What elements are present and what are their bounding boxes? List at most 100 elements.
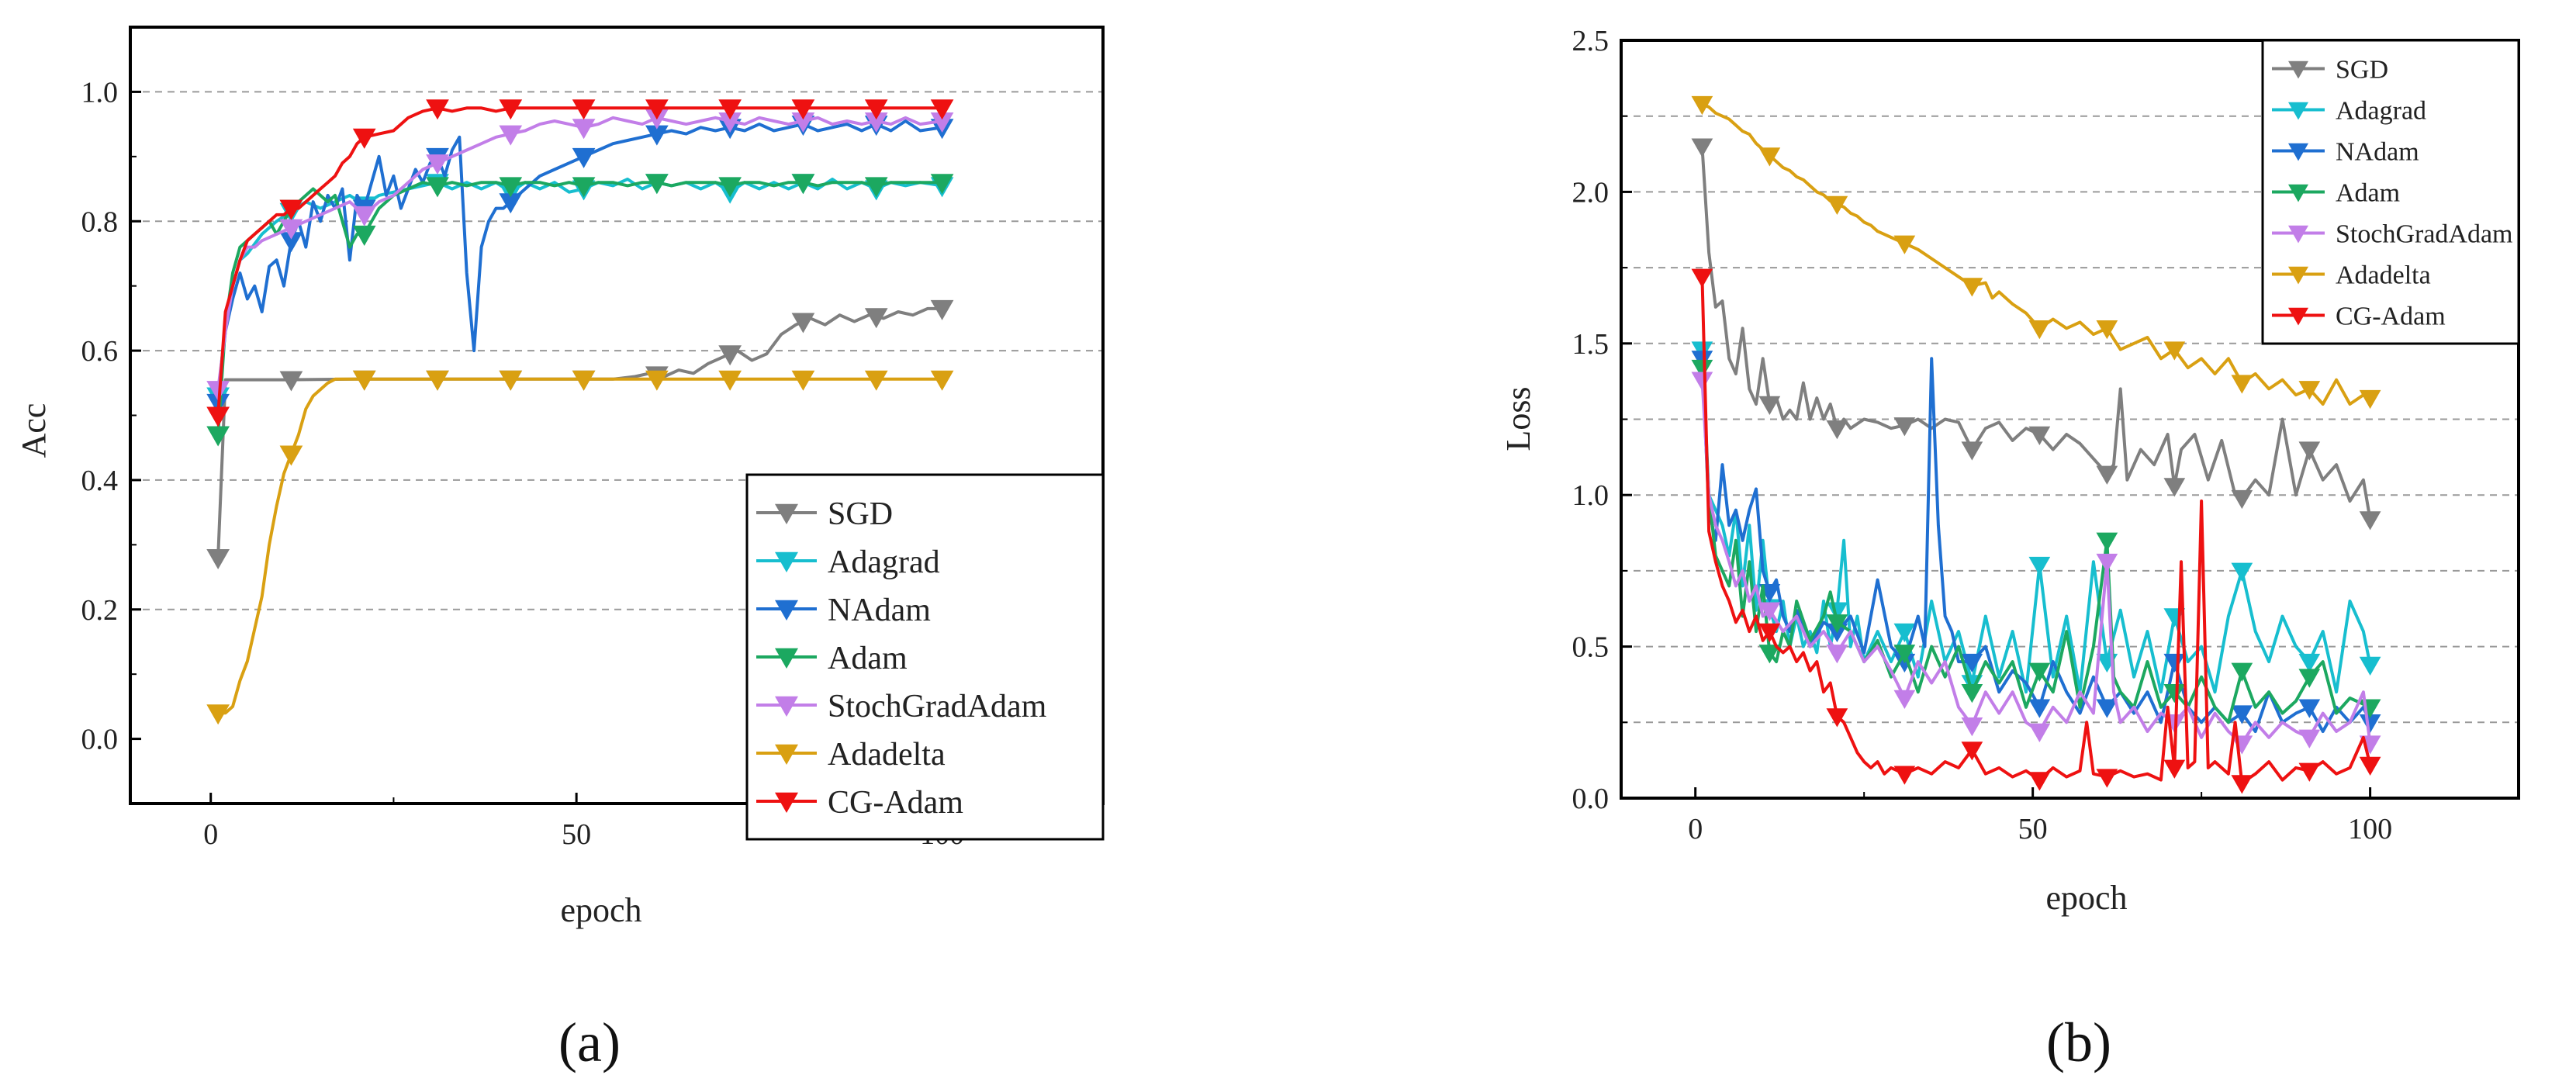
accuracy-legend-item-nadam: NAdam bbox=[756, 593, 931, 628]
loss-marker-adadelta bbox=[1961, 278, 1983, 297]
loss-marker-adam bbox=[2028, 662, 2051, 682]
loss-marker-nadam bbox=[2096, 699, 2118, 718]
accuracy-x-tick-label: 0 bbox=[203, 818, 218, 851]
loss-legend-label: SGD bbox=[2336, 56, 2388, 85]
loss-y-tick-label: 1.5 bbox=[1572, 328, 1610, 361]
accuracy-marker-sgd bbox=[718, 345, 742, 366]
accuracy-series bbox=[206, 99, 954, 725]
accuracy-legend-marker bbox=[775, 792, 798, 813]
loss-y-tick-label: 2.0 bbox=[1572, 176, 1610, 209]
loss-x-tick-label: 50 bbox=[2018, 813, 2048, 845]
panel-label-b: (b) bbox=[2046, 1011, 2111, 1073]
accuracy-marker-cg-adam bbox=[206, 406, 230, 427]
accuracy-marker-stochgradadam bbox=[499, 125, 523, 146]
accuracy-marker-cg-adam bbox=[426, 99, 449, 120]
loss-legend-label: NAdam bbox=[2336, 138, 2419, 167]
accuracy-y-tick-label: 0.0 bbox=[81, 724, 119, 756]
accuracy-series-adadelta bbox=[206, 370, 954, 725]
loss-x-tick-label: 100 bbox=[2348, 813, 2392, 845]
accuracy-y-tick-label: 1.0 bbox=[81, 76, 119, 109]
loss-marker-adagrad bbox=[2231, 562, 2253, 582]
loss-marker-sgd bbox=[2231, 489, 2253, 510]
accuracy-legend: SGD Adagrad NAdam Adam StochGradAdam Adadelta… bbox=[745, 473, 1105, 841]
accuracy-legend-marker bbox=[775, 600, 798, 621]
loss-series-sgd bbox=[1691, 138, 2381, 531]
loss-y-tick-label: 0.5 bbox=[1572, 631, 1610, 664]
loss-marker-adam bbox=[1826, 614, 1848, 634]
accuracy-marker-adam bbox=[499, 177, 523, 198]
loss-marker-adadelta bbox=[1893, 235, 1916, 254]
loss-marker-nadam bbox=[2028, 699, 2051, 718]
loss-marker-sgd bbox=[2359, 511, 2381, 531]
panel-label-a: (a) bbox=[558, 1011, 621, 1073]
accuracy-legend-item-sgd: SGD bbox=[756, 496, 893, 532]
loss-legend-label: CG-Adam bbox=[2336, 302, 2446, 331]
loss-legend-marker bbox=[2288, 307, 2308, 326]
loss-series-cg-adam bbox=[1691, 268, 2381, 794]
accuracy-marker-cg-adam bbox=[930, 99, 954, 120]
loss-legend-marker bbox=[2288, 102, 2308, 120]
loss-x-tick-label: 0 bbox=[1688, 813, 1703, 845]
loss-legend-item-adadelta: Adadelta bbox=[2272, 261, 2431, 290]
loss-y-tick-label: 1.0 bbox=[1572, 479, 1610, 512]
loss-marker-cg-adam bbox=[2163, 759, 2186, 779]
loss-marker-adam bbox=[1691, 359, 1713, 379]
loss-y-tick-label: 2.5 bbox=[1572, 25, 1610, 57]
loss-legend-marker bbox=[2288, 143, 2308, 161]
loss-legend-marker bbox=[2288, 60, 2308, 79]
accuracy-marker-adadelta bbox=[718, 370, 742, 391]
loss-y-axis-title: Loss bbox=[1499, 386, 1537, 451]
loss-marker-cg-adam bbox=[1758, 623, 1781, 643]
accuracy-marker-cg-adam bbox=[572, 99, 596, 120]
accuracy-y-tick-label: 0.6 bbox=[81, 335, 119, 368]
loss-legend-marker bbox=[2288, 266, 2308, 285]
loss-marker-adam bbox=[1893, 645, 1916, 664]
accuracy-marker-stochgradadam bbox=[426, 154, 449, 175]
loss-marker-adadelta bbox=[2163, 341, 2186, 361]
accuracy-ticks: 0.00.20.40.60.81.0050100 bbox=[81, 76, 965, 851]
loss-marker-cg-adam bbox=[2028, 772, 2051, 791]
loss-y-tick-label: 0.0 bbox=[1572, 783, 1610, 815]
accuracy-marker-sgd bbox=[864, 308, 888, 329]
loss-legend-item-nadam: NAdam bbox=[2272, 138, 2419, 167]
loss-marker-sgd bbox=[2298, 441, 2321, 461]
accuracy-marker-sgd bbox=[206, 549, 230, 570]
loss-marker-sgd bbox=[1893, 417, 1916, 437]
accuracy-marker-stochgradadam bbox=[206, 381, 230, 402]
loss-marker-nadam bbox=[1961, 653, 1983, 673]
loss-legend-label: StochGradAdam bbox=[2336, 220, 2513, 249]
accuracy-marker-adadelta bbox=[352, 370, 376, 391]
loss-marker-sgd bbox=[1691, 138, 1713, 157]
accuracy-marker-adam bbox=[791, 174, 815, 195]
loss-marker-adagrad bbox=[2028, 556, 2051, 576]
accuracy-marker-stochgradadam bbox=[352, 206, 376, 226]
accuracy-y-tick-label: 0.8 bbox=[81, 206, 119, 238]
loss-marker-adam bbox=[2231, 662, 2253, 682]
accuracy-marker-cg-adam bbox=[279, 199, 303, 220]
accuracy-legend-label: NAdam bbox=[828, 593, 931, 628]
accuracy-marker-adadelta bbox=[279, 445, 303, 466]
loss-marker-stochgradadam bbox=[1893, 690, 1916, 710]
accuracy-marker-cg-adam bbox=[645, 99, 669, 120]
loss-marker-stochgradadam bbox=[1758, 602, 1781, 621]
loss-marker-cg-adam bbox=[1893, 766, 1916, 785]
loss-marker-stochgradadam bbox=[1691, 372, 1713, 391]
loss-marker-adam bbox=[1758, 645, 1781, 664]
loss-marker-adadelta bbox=[2359, 389, 2381, 410]
accuracy-x-tick-label: 50 bbox=[562, 818, 591, 851]
loss-marker-cg-adam bbox=[2359, 756, 2381, 776]
accuracy-legend-label: SGD bbox=[828, 496, 893, 532]
loss-marker-adagrad bbox=[1826, 602, 1848, 621]
accuracy-line-adadelta bbox=[218, 377, 942, 715]
loss-line-stochgradadam bbox=[1700, 379, 2372, 745]
loss-legend-item-sgd: SGD bbox=[2272, 56, 2388, 85]
accuracy-legend-marker bbox=[775, 744, 798, 765]
loss-legend-item-stochgradadam: StochGradAdam bbox=[2272, 220, 2513, 249]
loss-marker-stochgradadam bbox=[2298, 729, 2321, 748]
accuracy-marker-adadelta bbox=[206, 704, 230, 725]
loss-marker-adadelta bbox=[2231, 375, 2253, 394]
loss-marker-cg-adam bbox=[2096, 769, 2118, 788]
loss-legend: SGD Adagrad NAdam Adam StochGradAdam Adadelta… bbox=[2261, 39, 2520, 345]
loss-marker-stochgradadam bbox=[1826, 645, 1848, 664]
